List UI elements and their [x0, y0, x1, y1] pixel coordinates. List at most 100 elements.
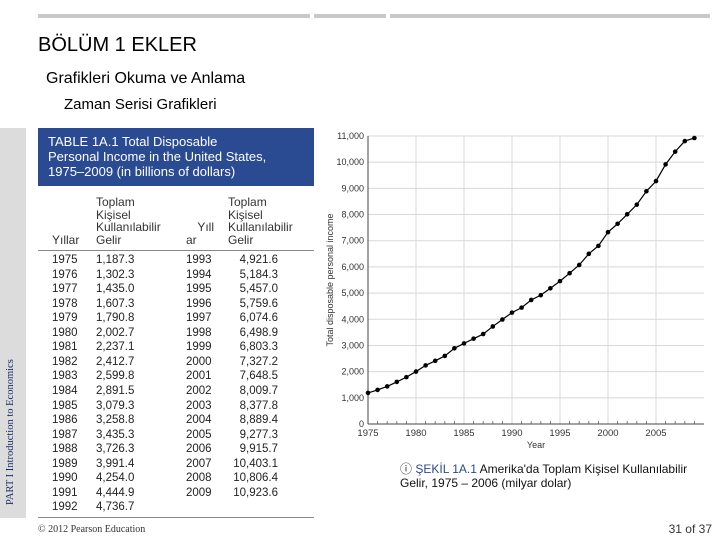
table-cell-year: 1985 — [52, 399, 78, 412]
page-number: 31 of 37 — [668, 522, 712, 536]
table-title-line: 1975–2009 (in billions of dollars) — [48, 164, 236, 179]
table-cell-year: 1986 — [52, 414, 78, 427]
table-cell-income: 3,435.3 — [96, 428, 135, 441]
data-point — [538, 292, 544, 298]
y-axis-label: Total disposable personal income — [325, 213, 335, 346]
sidebar-label: PART I Introduction to Economics — [5, 359, 16, 505]
table-cell-year: 1976 — [52, 268, 78, 281]
table-title: TABLE 1A.1 Total Disposable Personal Inc… — [38, 128, 314, 186]
data-point — [624, 211, 630, 217]
table-cell-income: 10,806.4 — [233, 472, 278, 485]
y-tick-label: 9,000 — [341, 183, 364, 193]
table-cell-year: 2001 — [186, 370, 212, 383]
x-tick-label: 2000 — [597, 428, 618, 439]
data-point — [586, 251, 592, 257]
data-point — [452, 345, 457, 351]
table-cell-year: 1982 — [52, 355, 78, 368]
y-tick-label: 11,000 — [337, 131, 364, 141]
table-title-line: TABLE 1A.1 Total Disposable — [48, 134, 218, 149]
table-cell-year: 2008 — [186, 472, 212, 485]
table-cell-income: 6,498.9 — [239, 326, 278, 339]
table-cell-income: 9,915.7 — [239, 443, 278, 456]
table-cell-year: 1983 — [52, 370, 78, 383]
table-cell-income: 3,079.3 — [96, 399, 135, 412]
table-cell-income: 5,184.3 — [239, 268, 278, 281]
data-point — [682, 138, 688, 144]
table-cell-income: 6,074.6 — [239, 312, 278, 325]
table-cell-income: 4,254.0 — [96, 472, 135, 485]
data-point — [615, 221, 620, 227]
data-point — [672, 149, 678, 154]
y-tick-label: 1,000 — [341, 393, 364, 403]
table-cell-income: 2,599.8 — [96, 370, 135, 383]
y-tick-label: 5,000 — [341, 288, 364, 298]
data-point — [596, 243, 601, 249]
table-cell-year: 1993 — [186, 254, 212, 266]
top-bar-segment — [38, 14, 310, 18]
x-tick-label: 1995 — [549, 428, 570, 439]
table-cell-year: 1980 — [52, 326, 78, 339]
data-point — [605, 229, 611, 235]
table-cell-income: 8,889.4 — [239, 414, 278, 427]
table-cell-income: 2,002.7 — [96, 326, 135, 339]
series-line — [367, 137, 695, 394]
data-point — [528, 297, 534, 303]
data-point — [471, 336, 476, 341]
table-cell-year: 1981 — [52, 341, 78, 354]
y-tick-label: 7,000 — [341, 236, 364, 246]
copyright-footer: © 2012 Pearson Education — [38, 524, 146, 535]
x-tick-label: 1990 — [501, 428, 522, 439]
table-cell-year: 2005 — [186, 428, 212, 441]
page-title: BÖLÜM 1 EKLER — [38, 34, 197, 56]
table-cell-year: 1998 — [186, 326, 212, 339]
data-point — [480, 331, 486, 337]
table-cell-year: 1975 — [52, 254, 78, 266]
table-cell-year: 1992 — [52, 501, 78, 514]
income-line-chart: 0 1,000 2,000 3,000 4,000 5,000 6,000 7,000 8,00… — [325, 131, 704, 450]
table-cell-income: 8,009.7 — [239, 384, 278, 397]
table-cell-income: 1,187.3 — [96, 254, 135, 266]
table-rule — [38, 250, 314, 251]
table-cell-income: 4,921.6 — [239, 254, 278, 266]
table-cell-year: 1987 — [52, 428, 78, 441]
table-cell-year: 1995 — [186, 283, 212, 296]
table-cell-income: 2,891.5 — [96, 384, 135, 397]
table-cell-income: 7,648.5 — [239, 370, 278, 383]
table-cell-year: 1978 — [52, 297, 78, 310]
top-bar-segment — [314, 14, 386, 18]
x-tick-label: 1980 — [405, 428, 426, 439]
x-tick-label: 1985 — [453, 428, 474, 439]
table-cell-year: 1979 — [52, 312, 78, 325]
figure-caption: ⓘ ŞEKİL 1A.1 Amerika'da Toplam Kişisel K… — [400, 462, 700, 490]
data-point — [653, 178, 659, 184]
data-point — [692, 135, 697, 141]
table-cell-income: 7,327.2 — [239, 355, 278, 368]
table-cell-income: 1,790.8 — [96, 312, 135, 325]
table-cell-year: 2006 — [186, 443, 212, 456]
data-point — [442, 353, 448, 359]
data-point — [490, 324, 496, 329]
table-cell-income: 5,457.0 — [239, 283, 278, 296]
table-cell-income: 3,991.4 — [96, 457, 135, 470]
y-tick-label: 0 — [359, 419, 364, 429]
table-cell-income: 1,302.3 — [96, 268, 135, 281]
caption-marker-icon: ⓘ — [400, 462, 416, 476]
table-cell-year: 1996 — [186, 297, 212, 310]
data-point — [557, 278, 563, 284]
section-subsubtitle: Zaman Serisi Grafikleri — [64, 96, 217, 113]
data-point — [394, 379, 400, 385]
data-point — [413, 369, 419, 374]
table-cell-year: 1977 — [52, 283, 78, 296]
data-point — [576, 262, 582, 268]
table-cell-income: 8,377.8 — [239, 399, 278, 412]
table-cell-year: 1999 — [186, 341, 212, 354]
caption-text: Amerika'da Toplam Kişisel Kullanılabilir… — [400, 462, 688, 490]
table-cell-year: 2004 — [186, 414, 212, 427]
data-point — [404, 374, 409, 380]
y-tick-label: 3,000 — [341, 340, 364, 350]
table-cell-year: 1994 — [186, 268, 212, 281]
table-cell-income: 1,435.0 — [96, 283, 135, 296]
data-point — [634, 202, 640, 207]
table-cell-income: 3,258.8 — [96, 414, 135, 427]
y-tick-label: 6,000 — [341, 262, 364, 272]
